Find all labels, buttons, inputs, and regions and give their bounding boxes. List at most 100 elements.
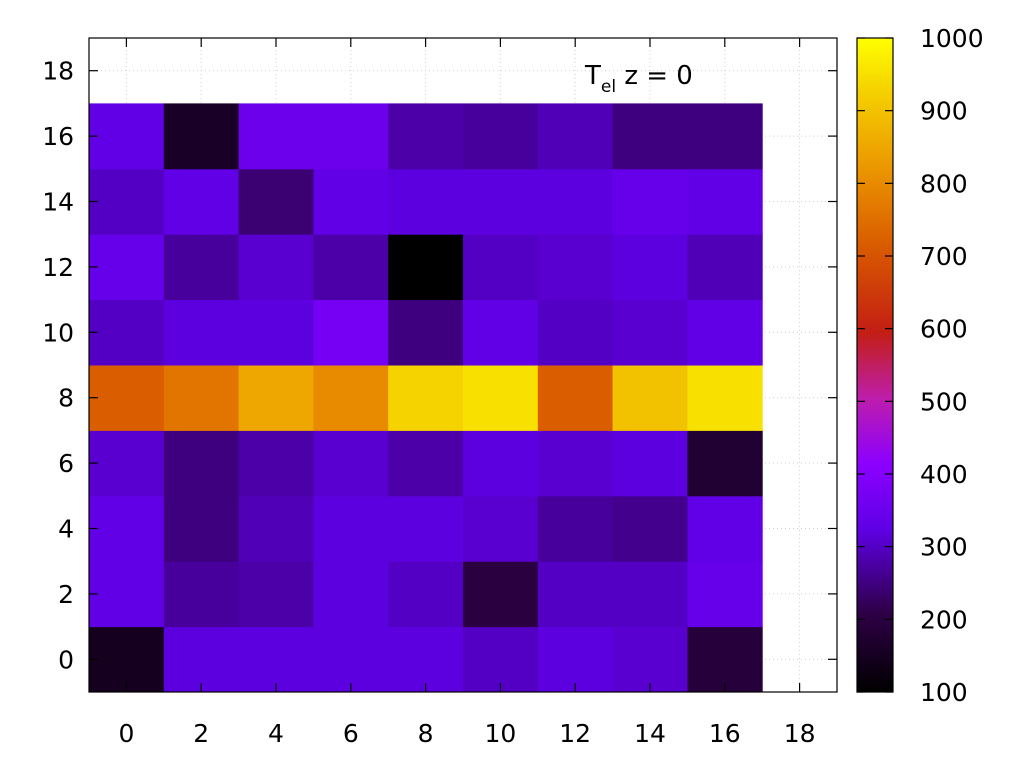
- heatmap-cell: [163, 103, 240, 170]
- heatmap-cell: [238, 299, 314, 366]
- heatmap-cell: [238, 626, 314, 693]
- heatmap-cell: [687, 234, 763, 301]
- heatmap-cell: [612, 299, 688, 366]
- x-tick-label: 4: [268, 719, 284, 748]
- heatmap-cell: [163, 234, 240, 301]
- heatmap-cell: [238, 430, 314, 497]
- heatmap-cell: [463, 299, 539, 366]
- heatmap-cell: [463, 234, 539, 301]
- plot-title: Tel z = 0: [584, 61, 693, 97]
- heatmap-cell: [89, 168, 165, 235]
- colorbar-tick-label: 200: [920, 605, 968, 634]
- heatmap-cell: [463, 365, 539, 431]
- colorbar-tick-label: 500: [920, 387, 968, 416]
- heatmap-cell: [687, 168, 763, 235]
- colorbar-tick-label: 700: [920, 242, 968, 271]
- heatmap-cell: [463, 626, 539, 693]
- heatmap-cell: [163, 561, 240, 628]
- x-tick-labels: 0 2 4 6 8 10 12 14 16 18: [118, 719, 815, 748]
- heatmap-cell: [89, 299, 165, 366]
- y-tick-label: 10: [42, 318, 74, 347]
- heatmap-cell: [89, 430, 165, 497]
- heatmap-cell: [163, 365, 240, 431]
- heatmap-cell: [163, 299, 240, 366]
- heatmap-cell: [313, 561, 389, 628]
- heatmap-cell: [612, 234, 688, 301]
- heatmap-cell: [612, 103, 688, 170]
- colorbar-tick-label: 800: [920, 169, 968, 198]
- heatmap-cell: [537, 430, 614, 497]
- heatmap-cell: [238, 103, 314, 170]
- heatmap-cell: [537, 561, 614, 628]
- heatmap-cell: [537, 103, 614, 170]
- heatmap-cell: [313, 168, 389, 235]
- heatmap-cell: [313, 103, 389, 170]
- x-tick-label: 10: [484, 719, 516, 748]
- heatmap-cell: [612, 365, 688, 431]
- heatmap-cell: [313, 299, 389, 366]
- heatmap-cell: [313, 626, 389, 693]
- y-tick-label: 12: [42, 253, 74, 282]
- heatmap-cell: [687, 430, 763, 497]
- heatmap-cell: [463, 103, 539, 170]
- heatmap-cell: [388, 299, 464, 366]
- heatmap-cell: [163, 626, 240, 693]
- heatmap-cell: [388, 430, 464, 497]
- y-tick-label: 6: [58, 449, 74, 478]
- x-tick-label: 18: [784, 719, 816, 748]
- heatmap-cell: [463, 561, 539, 628]
- heatmap-cell: [238, 495, 314, 562]
- heatmap-cell: [163, 168, 240, 235]
- heatmap-cell: [537, 626, 614, 693]
- heatmap-cell: [238, 168, 314, 235]
- heatmap-cell: [388, 365, 464, 431]
- colorbar-tick-label: 600: [920, 315, 968, 344]
- y-tick-label: 16: [42, 122, 74, 151]
- heatmap-cell: [612, 626, 688, 693]
- colorbar-tick-label: 100: [920, 678, 968, 707]
- heatmap-cell: [313, 234, 389, 301]
- heatmap-cell: [537, 495, 614, 562]
- colorbar-tick-label: 300: [920, 533, 968, 562]
- heatmap-cell: [687, 299, 763, 366]
- y-tick-label: 8: [58, 384, 74, 413]
- x-tick-label: 0: [118, 719, 134, 748]
- colorbar-tick-label: 400: [920, 460, 968, 489]
- heatmap-cell: [537, 168, 614, 235]
- plot-title-subscript: el: [601, 77, 616, 97]
- heatmap-cell: [89, 365, 165, 431]
- x-tick-label: 6: [343, 719, 359, 748]
- heatmap-cell: [388, 495, 464, 562]
- heatmap-cell: [687, 626, 763, 693]
- x-tick-label: 8: [418, 719, 434, 748]
- heatmap-cell: [687, 495, 763, 562]
- x-tick-label: 16: [709, 719, 741, 748]
- heatmap-cell: [388, 103, 464, 170]
- plot-title-rest: z = 0: [616, 61, 693, 91]
- x-tick-label: 12: [559, 719, 591, 748]
- heatmap-cell: [238, 234, 314, 301]
- heatmap-cell: [463, 168, 539, 235]
- heatmap-cell: [687, 561, 763, 628]
- heatmap-cell: [687, 365, 763, 431]
- heatmap-cell: [89, 103, 165, 170]
- y-tick-label: 4: [58, 515, 74, 544]
- heatmap-cell: [388, 234, 464, 301]
- y-tick-label: 18: [42, 57, 74, 86]
- heatmap-cell: [238, 561, 314, 628]
- axis-ticks: [89, 38, 837, 692]
- plot-title-symbol: T: [584, 61, 601, 91]
- colorbar-tick-labels: 100 200 300 400 500 600 700 800 900 1000: [920, 24, 984, 707]
- colorbar-tick-label: 1000: [920, 24, 984, 53]
- heatmap-cell: [89, 561, 165, 628]
- heatmap-cell: [612, 430, 688, 497]
- heatmap-cell: [612, 495, 688, 562]
- heatmap-cell: [687, 103, 763, 170]
- heatmap-cell: [388, 626, 464, 693]
- heatmap-cell: [313, 495, 389, 562]
- y-tick-label: 0: [58, 645, 74, 674]
- heatmap-cell: [463, 430, 539, 497]
- heatmap-cells: [89, 103, 763, 693]
- heatmap-cell: [537, 234, 614, 301]
